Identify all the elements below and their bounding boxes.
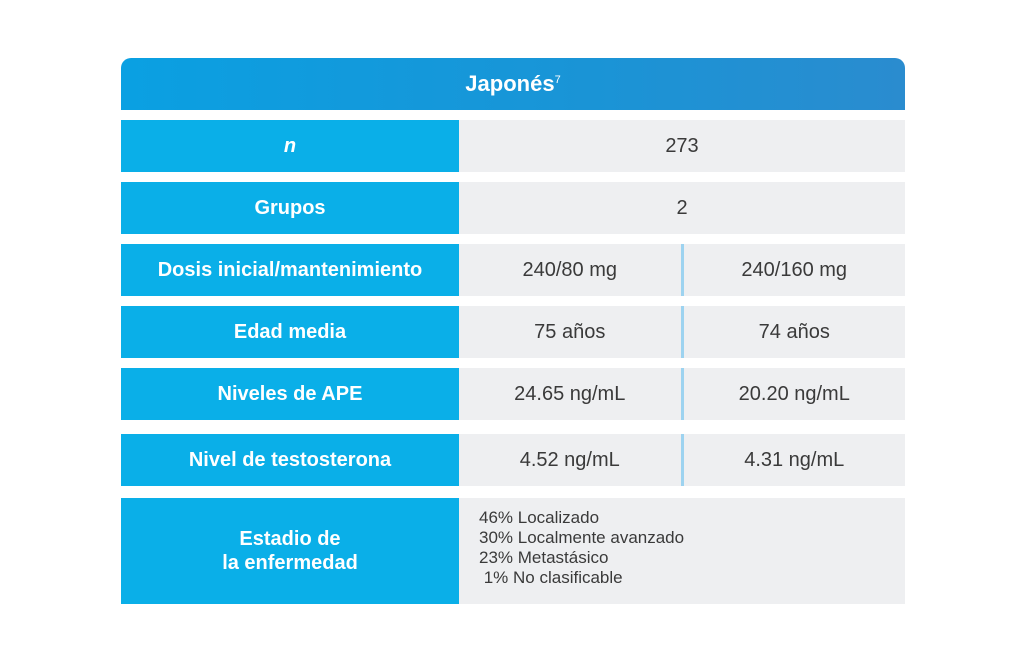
row-label-ape: Niveles de APE (121, 368, 459, 420)
row-label-n: n (121, 120, 459, 172)
header-reference: 7 (554, 74, 561, 86)
dosis-group2: 240/160 mg (741, 258, 848, 281)
row-values-edad: 75 años 74 años (459, 306, 905, 358)
row-n: n 273 (121, 120, 905, 172)
row-label-testosterona: Nivel de testosterona (121, 434, 459, 486)
estadio-values: 46% Localizado 30% Localmente avanzado 2… (459, 498, 905, 604)
row-values-dosis: 240/80 mg 240/160 mg (459, 244, 905, 296)
row-label-edad: Edad media (121, 306, 459, 358)
row-edad: Edad media 75 años 74 años (121, 306, 905, 358)
estadio-item: 23% Metastásico (479, 548, 609, 567)
row-dosis: Dosis inicial/mantenimiento 240/80 mg 24… (121, 244, 905, 296)
testosterona-group1: 4.52 ng/mL (459, 434, 684, 486)
row-testosterona: Nivel de testosterona 4.52 ng/mL 4.31 ng… (121, 434, 905, 486)
row-value-grupos: 2 (459, 182, 905, 234)
row-values-ape: 24.65 ng/mL 20.20 ng/mL (459, 368, 905, 420)
edad-group1: 75 años (459, 306, 684, 358)
row-values-testosterona: 4.52 ng/mL 4.31 ng/mL (459, 434, 905, 486)
row-ape: Niveles de APE 24.65 ng/mL 20.20 ng/mL (121, 368, 905, 420)
estadio-item: 46% Localizado (479, 508, 600, 527)
estadio-label-line2: la enfermedad (222, 552, 358, 574)
row-value-n: 273 (459, 120, 905, 172)
edad-group2: 74 años (758, 320, 830, 343)
comparison-table: Japonés 7 n 273 Grupos 2 Dosis inicial/ma… (121, 58, 905, 604)
ape-group2: 20.20 ng/mL (738, 382, 850, 405)
row-label-estadio: Estadio de la enfermedad (121, 498, 459, 604)
row-grupos: Grupos 2 (121, 182, 905, 234)
table-header: Japonés 7 (121, 58, 905, 110)
estadio-item: 30% Localmente avanzado (479, 528, 685, 547)
estadio-label-line1: Estadio de (239, 528, 341, 550)
testosterona-group2: 4.31 ng/mL (744, 448, 845, 471)
dosis-group1: 240/80 mg (459, 244, 684, 296)
header-title: Japonés (465, 71, 555, 96)
row-estadio: Estadio de la enfermedad 46% Localizado … (121, 498, 905, 604)
estadio-item: 1% No clasificable (479, 568, 623, 587)
ape-group1: 24.65 ng/mL (459, 368, 684, 420)
row-label-dosis: Dosis inicial/mantenimiento (121, 244, 459, 296)
row-label-grupos: Grupos (121, 182, 459, 234)
